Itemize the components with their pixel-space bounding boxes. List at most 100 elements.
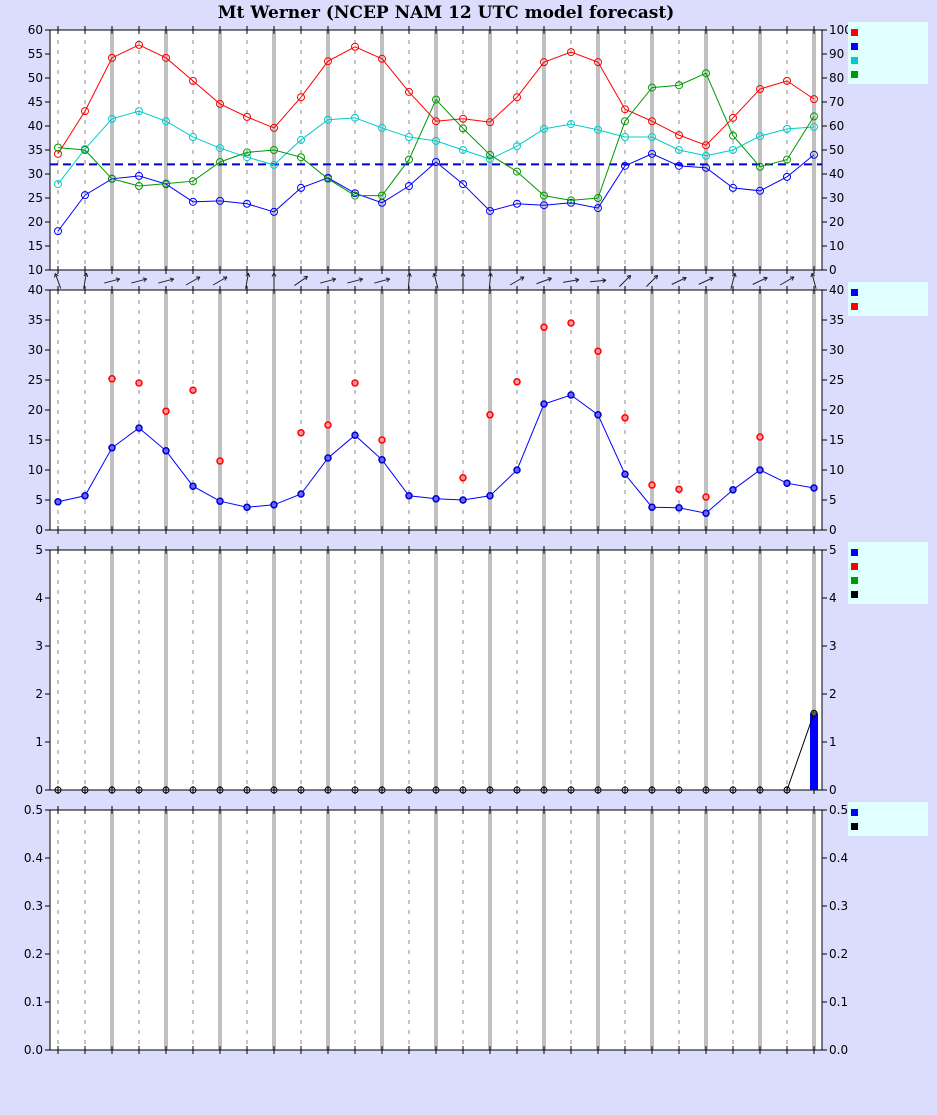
y-tick-label-right: 80 xyxy=(829,71,844,85)
wind-arrow xyxy=(509,276,525,286)
y-tick-label-right: 10 xyxy=(829,463,844,477)
wind-arrow-shaft xyxy=(374,278,390,284)
accumulated-point xyxy=(594,786,602,794)
y-tick-label: 0.4 xyxy=(24,851,43,865)
data-point-dewpt xyxy=(594,204,602,213)
wind-arrow-shaft xyxy=(54,273,62,289)
y-tick-label-right: 10 xyxy=(829,239,844,253)
data-point-speed xyxy=(54,498,62,506)
wind-arrow-shaft xyxy=(645,274,659,288)
data-point-speed xyxy=(162,447,170,455)
data-point-speed xyxy=(486,492,494,500)
y-tick-label-right: 0.3 xyxy=(829,899,848,913)
data-point-rh xyxy=(81,146,89,154)
y-tick-label-right: 35 xyxy=(829,313,844,327)
y-tick-label-right: 30 xyxy=(829,191,844,205)
wind-arrow-shaft xyxy=(589,279,607,283)
y-tick-label: 2 xyxy=(35,687,43,701)
y-tick-label-right: 3 xyxy=(829,639,837,653)
y-tick-label-right: 70 xyxy=(829,95,844,109)
y-tick-label: 30 xyxy=(28,167,43,181)
accumulated-point xyxy=(621,786,629,794)
wind-arrow-shaft xyxy=(83,273,87,289)
data-point-gust xyxy=(621,414,629,422)
wind-arrow-head xyxy=(575,279,580,283)
wind-arrow-head xyxy=(305,276,309,281)
wind-arrow-shaft xyxy=(294,276,308,286)
wind-arrow-head xyxy=(791,276,795,281)
data-point-speed xyxy=(108,444,116,452)
y-tick-label-right: 5 xyxy=(829,493,837,507)
data-point-rh xyxy=(783,155,791,164)
wind-arrow-head xyxy=(734,273,737,278)
data-point-wetb xyxy=(729,146,737,154)
data-point-speed xyxy=(567,391,575,399)
data-point-temp xyxy=(405,87,413,96)
data-point-wetb xyxy=(459,146,467,154)
legend-swatch xyxy=(851,57,858,64)
data-point-rh xyxy=(378,191,386,200)
data-point-wetb xyxy=(108,114,116,123)
data-point-gust xyxy=(135,379,143,387)
accumulated-point xyxy=(351,786,359,794)
accumulated-point xyxy=(810,709,818,717)
data-point-speed xyxy=(378,456,386,464)
wind-arrow-head xyxy=(245,272,249,277)
wind-arrow-shaft xyxy=(407,272,411,290)
wind-arrow xyxy=(618,274,632,288)
y-tick-label-right: 15 xyxy=(829,433,844,447)
data-point-speed xyxy=(783,479,791,487)
legend-swatch xyxy=(851,591,858,598)
wind-arrow-head xyxy=(574,277,580,281)
panel-2: 0 0 5 5 10 10 15 15 20 20 25 25 30 30 35 35 40 40 xyxy=(28,272,928,537)
data-point-wetb xyxy=(648,133,656,142)
data-point-gust xyxy=(756,433,764,441)
data-point-wetb xyxy=(783,124,791,133)
wind-arrow-head xyxy=(433,272,438,277)
y-tick-label: 35 xyxy=(28,143,43,157)
wind-arrow-shaft xyxy=(104,278,120,284)
data-point-gust xyxy=(459,474,467,482)
panel-3: 0 0 1 1 2 2 3 3 4 4 5 5 xyxy=(35,542,928,797)
y-tick-label: 15 xyxy=(28,433,43,447)
data-point-speed xyxy=(513,466,521,474)
wind-arrow-head xyxy=(115,277,120,280)
y-tick-label-right: 100 xyxy=(829,23,852,37)
data-point-dewpt xyxy=(621,161,629,170)
y-tick-label-right: 25 xyxy=(829,373,844,387)
data-point-speed xyxy=(459,496,467,504)
wind-arrow-head xyxy=(629,275,632,280)
y-tick-label-right: 5 xyxy=(829,543,837,557)
data-point-wetb xyxy=(243,153,251,162)
data-point-temp xyxy=(675,131,683,140)
y-tick-label: 15 xyxy=(28,239,43,253)
wind-arrow-head xyxy=(764,277,768,282)
data-point-rh xyxy=(135,182,143,190)
wind-arrow-head xyxy=(462,272,466,277)
y-tick-label-right: 40 xyxy=(829,167,844,181)
series-line-wetb xyxy=(57,110,815,185)
wind-arrow-shaft xyxy=(131,278,147,284)
y-tick-label-right: 0.4 xyxy=(829,851,848,865)
precip-bar xyxy=(810,713,818,790)
data-point-wetb xyxy=(297,135,305,144)
data-point-speed xyxy=(243,503,251,511)
wind-arrow xyxy=(320,277,337,284)
y-tick-label-right: 1 xyxy=(829,735,837,749)
wind-arrow-head xyxy=(331,277,336,280)
data-point-temp xyxy=(729,113,737,122)
data-point-temp xyxy=(54,149,62,158)
accumulated-point xyxy=(459,786,467,794)
y-tick-label: 30 xyxy=(28,343,43,357)
wind-arrow xyxy=(487,272,493,290)
data-point-wetb xyxy=(432,136,440,145)
data-point-temp xyxy=(108,53,116,62)
data-point-wetb xyxy=(513,142,521,151)
data-point-dewpt xyxy=(702,163,710,172)
legend-swatch xyxy=(851,71,858,78)
y-tick-label: 20 xyxy=(28,215,43,229)
wind-arrow-head xyxy=(359,278,364,283)
y-tick-label-right: 30 xyxy=(829,343,844,357)
wind-arrow-head xyxy=(247,272,251,278)
data-point-temp xyxy=(540,58,548,67)
